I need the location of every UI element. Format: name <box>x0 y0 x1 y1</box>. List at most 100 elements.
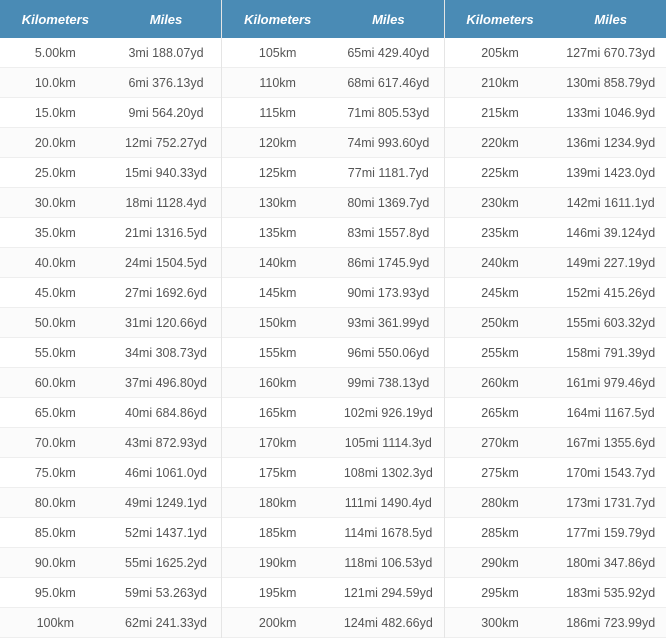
cell-miles: 3mi 188.07yd <box>111 46 222 60</box>
cell-kilometers: 250km <box>445 316 556 330</box>
cell-kilometers: 235km <box>445 226 556 240</box>
table-row: 280km173mi 1731.7yd <box>445 488 666 518</box>
table-row: 15.0km9mi 564.20yd <box>0 98 221 128</box>
cell-kilometers: 50.0km <box>0 316 111 330</box>
table-row: 90.0km55mi 1625.2yd <box>0 548 221 578</box>
cell-miles: 139mi 1423.0yd <box>555 166 666 180</box>
table-row: 250km155mi 603.32yd <box>445 308 666 338</box>
table-row: 40.0km24mi 1504.5yd <box>0 248 221 278</box>
cell-kilometers: 300km <box>445 616 556 630</box>
table-row: 150km93mi 361.99yd <box>222 308 443 338</box>
cell-miles: 133mi 1046.9yd <box>555 106 666 120</box>
cell-miles: 12mi 752.27yd <box>111 136 222 150</box>
table-row: 75.0km46mi 1061.0yd <box>0 458 221 488</box>
table-row: 255km158mi 791.39yd <box>445 338 666 368</box>
cell-miles: 46mi 1061.0yd <box>111 466 222 480</box>
cell-kilometers: 80.0km <box>0 496 111 510</box>
cell-kilometers: 120km <box>222 136 333 150</box>
cell-kilometers: 220km <box>445 136 556 150</box>
cell-miles: 130mi 858.79yd <box>555 76 666 90</box>
column-header: KilometersMiles <box>445 0 666 38</box>
cell-miles: 71mi 805.53yd <box>333 106 444 120</box>
cell-kilometers: 150km <box>222 316 333 330</box>
table-row: 115km71mi 805.53yd <box>222 98 443 128</box>
cell-miles: 24mi 1504.5yd <box>111 256 222 270</box>
cell-miles: 40mi 684.86yd <box>111 406 222 420</box>
cell-miles: 142mi 1611.1yd <box>555 196 666 210</box>
cell-miles: 114mi 1678.5yd <box>333 526 444 540</box>
cell-kilometers: 260km <box>445 376 556 390</box>
cell-miles: 170mi 1543.7yd <box>555 466 666 480</box>
column-group: KilometersMiles205km127mi 670.73yd210km1… <box>445 0 666 638</box>
cell-miles: 173mi 1731.7yd <box>555 496 666 510</box>
cell-kilometers: 265km <box>445 406 556 420</box>
column-group: KilometersMiles105km65mi 429.40yd110km68… <box>222 0 444 638</box>
cell-kilometers: 30.0km <box>0 196 111 210</box>
table-row: 285km177mi 159.79yd <box>445 518 666 548</box>
cell-kilometers: 145km <box>222 286 333 300</box>
table-row: 95.0km59mi 53.263yd <box>0 578 221 608</box>
cell-kilometers: 5.00km <box>0 46 111 60</box>
table-row: 225km139mi 1423.0yd <box>445 158 666 188</box>
cell-kilometers: 110km <box>222 76 333 90</box>
cell-miles: 186mi 723.99yd <box>555 616 666 630</box>
cell-kilometers: 170km <box>222 436 333 450</box>
cell-kilometers: 130km <box>222 196 333 210</box>
table-row: 230km142mi 1611.1yd <box>445 188 666 218</box>
cell-kilometers: 10.0km <box>0 76 111 90</box>
cell-kilometers: 125km <box>222 166 333 180</box>
table-row: 210km130mi 858.79yd <box>445 68 666 98</box>
table-row: 245km152mi 415.26yd <box>445 278 666 308</box>
cell-miles: 102mi 926.19yd <box>333 406 444 420</box>
table-row: 205km127mi 670.73yd <box>445 38 666 68</box>
cell-miles: 121mi 294.59yd <box>333 586 444 600</box>
table-row: 180km111mi 1490.4yd <box>222 488 443 518</box>
cell-miles: 158mi 791.39yd <box>555 346 666 360</box>
cell-miles: 90mi 173.93yd <box>333 286 444 300</box>
table-row: 160km99mi 738.13yd <box>222 368 443 398</box>
cell-miles: 108mi 1302.3yd <box>333 466 444 480</box>
cell-kilometers: 205km <box>445 46 556 60</box>
cell-miles: 155mi 603.32yd <box>555 316 666 330</box>
table-row: 45.0km27mi 1692.6yd <box>0 278 221 308</box>
cell-kilometers: 55.0km <box>0 346 111 360</box>
table-row: 5.00km3mi 188.07yd <box>0 38 221 68</box>
cell-miles: 59mi 53.263yd <box>111 586 222 600</box>
cell-kilometers: 20.0km <box>0 136 111 150</box>
cell-kilometers: 215km <box>445 106 556 120</box>
cell-kilometers: 160km <box>222 376 333 390</box>
table-row: 170km105mi 1114.3yd <box>222 428 443 458</box>
cell-miles: 15mi 940.33yd <box>111 166 222 180</box>
header-kilometers: Kilometers <box>222 12 333 27</box>
cell-miles: 124mi 482.66yd <box>333 616 444 630</box>
table-row: 140km86mi 1745.9yd <box>222 248 443 278</box>
cell-miles: 86mi 1745.9yd <box>333 256 444 270</box>
cell-miles: 180mi 347.86yd <box>555 556 666 570</box>
cell-kilometers: 105km <box>222 46 333 60</box>
cell-kilometers: 90.0km <box>0 556 111 570</box>
column-header: KilometersMiles <box>0 0 221 38</box>
table-row: 190km118mi 106.53yd <box>222 548 443 578</box>
cell-kilometers: 185km <box>222 526 333 540</box>
cell-kilometers: 25.0km <box>0 166 111 180</box>
column-group: KilometersMiles5.00km3mi 188.07yd10.0km6… <box>0 0 222 638</box>
cell-miles: 31mi 120.66yd <box>111 316 222 330</box>
header-miles: Miles <box>333 12 444 27</box>
table-row: 290km180mi 347.86yd <box>445 548 666 578</box>
cell-kilometers: 35.0km <box>0 226 111 240</box>
cell-kilometers: 60.0km <box>0 376 111 390</box>
table-row: 120km74mi 993.60yd <box>222 128 443 158</box>
cell-kilometers: 295km <box>445 586 556 600</box>
cell-miles: 167mi 1355.6yd <box>555 436 666 450</box>
table-row: 220km136mi 1234.9yd <box>445 128 666 158</box>
cell-miles: 18mi 1128.4yd <box>111 196 222 210</box>
rows: 205km127mi 670.73yd210km130mi 858.79yd21… <box>445 38 666 638</box>
cell-miles: 161mi 979.46yd <box>555 376 666 390</box>
cell-kilometers: 95.0km <box>0 586 111 600</box>
cell-miles: 68mi 617.46yd <box>333 76 444 90</box>
cell-kilometers: 210km <box>445 76 556 90</box>
table-row: 200km124mi 482.66yd <box>222 608 443 638</box>
table-row: 295km183mi 535.92yd <box>445 578 666 608</box>
cell-kilometers: 75.0km <box>0 466 111 480</box>
table-row: 30.0km18mi 1128.4yd <box>0 188 221 218</box>
